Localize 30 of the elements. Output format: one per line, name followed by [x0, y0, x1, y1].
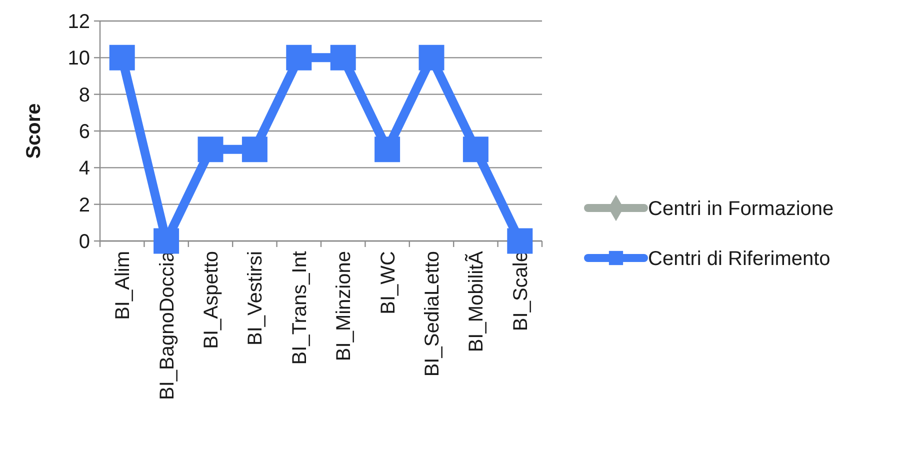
x-tick-label: BI_BagnoDoccia: [156, 250, 178, 400]
point: [154, 228, 180, 254]
x-tick-label: BI_Vestirsi: [244, 251, 267, 346]
x-tick-label: BI_Alim: [112, 251, 134, 320]
y-tick-label: 2: [78, 194, 90, 216]
y-tick-label: 12: [68, 11, 90, 33]
point: [330, 44, 356, 70]
x-tick-label: BI_SediaLetto: [422, 251, 444, 377]
point: [198, 136, 224, 162]
point: [286, 44, 312, 70]
point: [109, 44, 135, 70]
y-tick-label: 0: [78, 231, 90, 253]
x-tick-label: BI_Aspetto: [200, 251, 222, 349]
y-tick-label: 10: [68, 48, 90, 70]
legend-label: Centri in Formazione: [648, 198, 834, 220]
x-tick-label: BI_Scale: [510, 251, 532, 332]
point: [507, 228, 533, 254]
point: [418, 44, 444, 70]
y-tick-label: 4: [78, 158, 90, 180]
point: [374, 136, 400, 162]
x-tick-label: BI_Minzione: [333, 251, 356, 362]
y-tick-label: 6: [78, 121, 90, 143]
y-axis-title: Score: [23, 103, 45, 159]
x-tick-label: BI_MobilitÃ: [464, 250, 488, 352]
legend-label: Centri di Riferimento: [648, 248, 830, 270]
y-tick-label: 8: [78, 84, 90, 106]
point: [242, 136, 268, 162]
x-tick-label: BI_Trans_Int: [288, 250, 311, 365]
point: [462, 136, 488, 162]
x-tick-label: BI_WC: [377, 251, 400, 314]
